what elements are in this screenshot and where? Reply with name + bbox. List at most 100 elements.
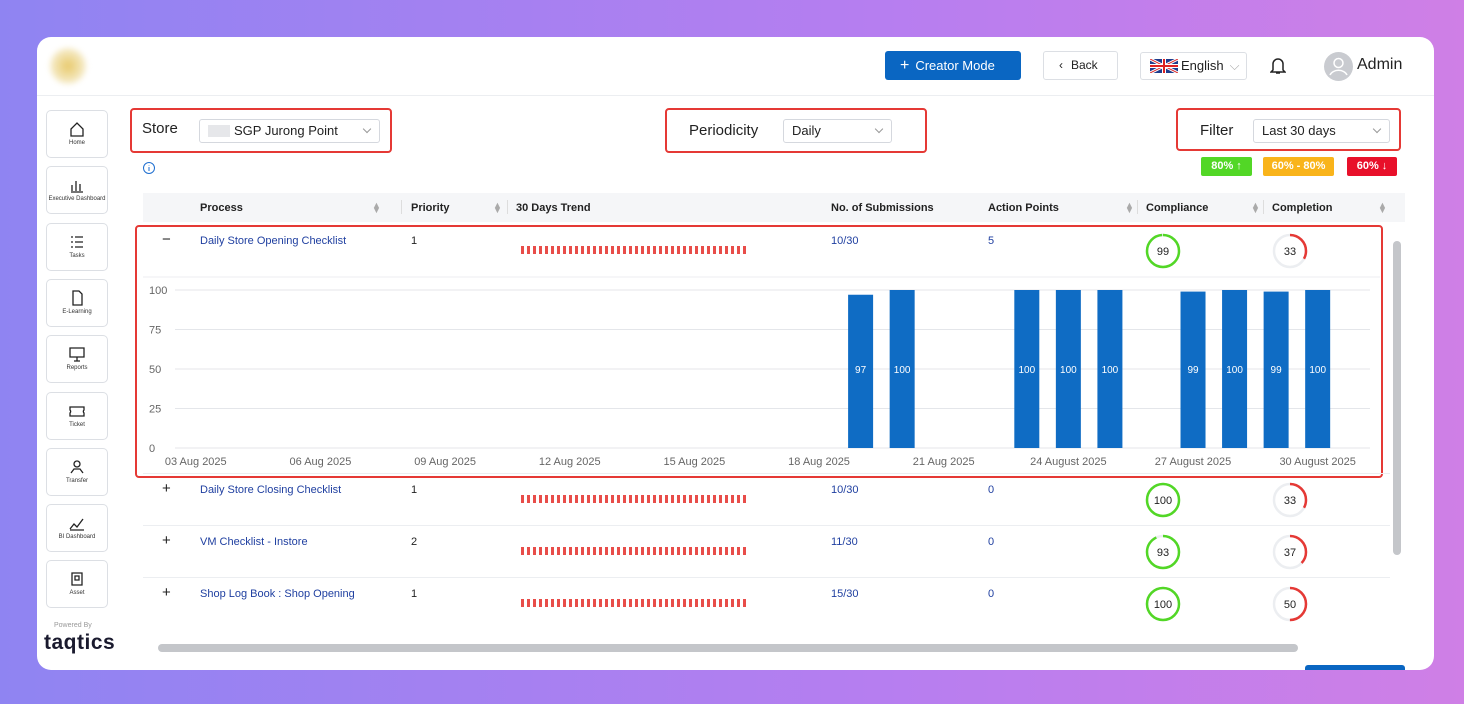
action-points[interactable]: 5 — [988, 235, 995, 247]
submissions[interactable]: 11/30 — [831, 536, 858, 548]
legend-low: 60% ↓ — [1347, 157, 1397, 176]
vertical-scrollbar[interactable] — [1393, 241, 1401, 555]
sort-icon[interactable]: ▲ ▼ — [1251, 200, 1260, 215]
column-divider — [1263, 200, 1264, 214]
sidebar-item[interactable]: BI Dashboard — [46, 504, 108, 553]
avatar[interactable] — [1324, 52, 1353, 81]
sidebar-label: Ticket — [69, 421, 85, 428]
brand: taqtics — [44, 631, 116, 654]
bar-value-label: 100 — [1102, 365, 1119, 376]
trend-sparkline — [521, 495, 747, 503]
sort-icon[interactable]: ▲ ▼ — [372, 200, 381, 215]
back-button[interactable]: ‹ Back — [1043, 51, 1118, 80]
bar-value-label: 99 — [1271, 365, 1283, 376]
legend-high: 80% ↑ — [1201, 157, 1252, 176]
highlight-row-chart — [135, 225, 1383, 478]
compliance-ring-arc — [1145, 586, 1181, 622]
completion-ring-value: 33 — [1284, 246, 1296, 258]
sidebar-item[interactable]: Reports — [46, 335, 108, 384]
store-select[interactable]: SGP Jurong Point — [199, 119, 380, 143]
column-divider — [507, 200, 508, 214]
completion-ring-arc — [1272, 482, 1308, 518]
action-points[interactable]: 0 — [988, 536, 995, 548]
info-icon[interactable] — [142, 161, 156, 175]
y-tick-label: 50 — [149, 364, 161, 376]
sort-icon[interactable]: ▲ ▼ — [493, 200, 502, 215]
bar-value-label: 100 — [894, 365, 911, 376]
row-toggle[interactable]: + — [162, 532, 171, 549]
sidebar-item[interactable]: Home — [46, 110, 108, 158]
priority: 1 — [411, 235, 418, 247]
column-header: 30 Days Trend — [516, 202, 591, 214]
sidebar-icon — [71, 235, 83, 248]
process-name[interactable]: VM Checklist - Instore — [200, 536, 308, 548]
column-divider — [1137, 200, 1138, 214]
periodicity-select[interactable]: Daily — [783, 119, 892, 143]
x-tick-label: 21 Aug 2025 — [913, 456, 975, 468]
x-tick-label: 09 Aug 2025 — [414, 456, 476, 468]
action-points[interactable]: 0 — [988, 484, 995, 496]
row-toggle[interactable]: + — [162, 584, 171, 601]
column-header: Priority — [411, 202, 450, 214]
bar — [1222, 290, 1248, 448]
process-name[interactable]: Daily Store Closing Checklist — [200, 484, 342, 496]
filter-select[interactable]: Last 30 days — [1253, 119, 1390, 143]
sidebar-icon — [72, 290, 83, 306]
store-value: SGP Jurong Point — [234, 123, 338, 138]
column-header: No. of Submissions — [831, 202, 934, 214]
completion-ring-value: 33 — [1284, 495, 1296, 507]
compliance-ring-arc — [1145, 233, 1181, 269]
sidebar-item[interactable]: Tasks — [46, 222, 108, 271]
compliance-ring-value: 100 — [1154, 599, 1172, 611]
row-toggle[interactable]: − — [162, 231, 171, 248]
bar — [1055, 290, 1081, 448]
sidebar-item[interactable]: Executive Dashboard — [46, 166, 108, 215]
bar-value-label: 97 — [855, 365, 867, 376]
highlight-filter — [1176, 108, 1401, 151]
completion-ring-arc — [1272, 233, 1308, 269]
process-name[interactable]: Shop Log Book : Shop Opening — [200, 588, 355, 600]
y-tick-label: 25 — [149, 404, 161, 416]
periodicity-label: Periodicity — [689, 122, 759, 139]
submissions[interactable]: 10/30 — [831, 235, 859, 247]
sidebar-item[interactable]: Transfer — [46, 447, 108, 496]
priority: 1 — [411, 588, 418, 600]
bell-icon[interactable] — [1270, 56, 1286, 75]
row-divider — [143, 577, 1390, 578]
sidebar-icon — [70, 460, 84, 474]
sidebar-label: Home — [68, 140, 85, 146]
bar — [1305, 290, 1331, 448]
bar-value-label: 100 — [1309, 365, 1326, 376]
x-tick-label: 03 Aug 2025 — [165, 456, 227, 468]
compliance-ring-value: 93 — [1157, 547, 1169, 559]
sidebar-item[interactable]: Asset — [46, 560, 108, 609]
x-tick-label: 15 Aug 2025 — [663, 456, 725, 468]
column-header: Completion — [1272, 202, 1333, 214]
submissions[interactable]: 10/30 — [831, 484, 859, 496]
highlight-store — [130, 108, 392, 153]
x-tick-label: 18 Aug 2025 — [788, 456, 850, 468]
submissions[interactable]: 15/30 — [831, 588, 859, 600]
action-points[interactable]: 0 — [988, 588, 995, 600]
bar-value-label: 100 — [1060, 365, 1077, 376]
row-divider — [143, 473, 1390, 474]
language-select[interactable]: English ⌵ — [1140, 52, 1247, 80]
bar — [1014, 290, 1040, 448]
completion-ring-value: 50 — [1284, 599, 1296, 611]
sidebar-item[interactable]: E-Learning — [46, 278, 108, 327]
sidebar-item[interactable]: Ticket — [46, 391, 108, 440]
y-tick-label: 75 — [149, 325, 161, 337]
process-name[interactable]: Daily Store Opening Checklist — [200, 235, 347, 247]
creator-mode-button[interactable]: + Creator Mode — [885, 51, 1021, 80]
compliance-ring-arc — [1145, 482, 1181, 518]
sort-icon[interactable]: ▲ ▼ — [1378, 200, 1387, 215]
sort-icon[interactable]: ▲ ▼ — [1125, 200, 1134, 215]
column-header: Process — [200, 202, 243, 214]
row-toggle[interactable]: + — [162, 480, 171, 497]
back-label: Back — [1071, 58, 1098, 72]
compliance-ring-value: 99 — [1157, 246, 1169, 258]
sidebar-icon — [69, 518, 84, 531]
horizontal-scrollbar[interactable] — [158, 644, 1298, 652]
legend-mid: 60% - 80% — [1263, 157, 1334, 176]
